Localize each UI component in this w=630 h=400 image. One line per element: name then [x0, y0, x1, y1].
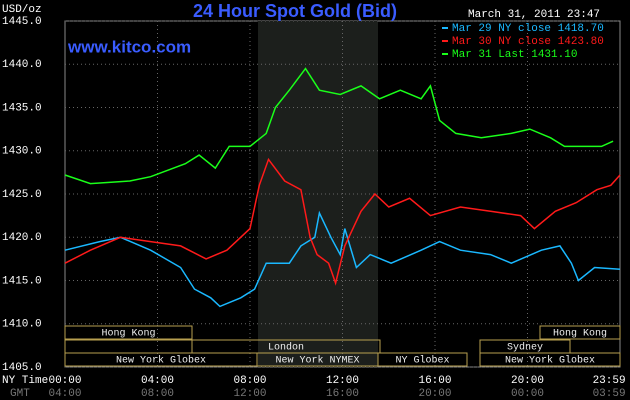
session-box [539, 325, 621, 340]
x-tick-label: 00:00 [48, 375, 81, 387]
y-tick-label: 1420.0 [2, 232, 42, 244]
x-tick-label: 08:00 [233, 375, 266, 387]
gmt-tick-label: 12:00 [233, 388, 266, 400]
x-tick-label: 23:59 [593, 375, 626, 387]
y-tick-label: 1440.0 [2, 59, 42, 71]
x-tick-label: 04:00 [141, 375, 174, 387]
session-label: Hong Kong [553, 329, 607, 340]
gmt-tick-label: 16:00 [326, 388, 359, 400]
session-label: New York Globex [116, 355, 206, 367]
y-tick-label: 1410.0 [2, 319, 42, 331]
session-box [479, 352, 621, 367]
session-box [377, 352, 468, 367]
session-label: New York NYMEX [275, 355, 359, 367]
y-tick-label: 1425.0 [2, 189, 42, 201]
gmt-tick-label: 00:00 [511, 388, 544, 400]
source: www.kitco.com [67, 37, 191, 56]
y-tick-label: 1415.0 [2, 275, 42, 287]
session-label: London [268, 342, 304, 354]
gmt-tick-label: 20:00 [418, 388, 451, 400]
x-axis-label: NY Time [2, 375, 48, 387]
x-tick-label: 12:00 [326, 375, 359, 387]
gmt-tick-label: 03:59 [593, 388, 626, 400]
y-tick-label: 1430.0 [2, 146, 42, 158]
series-line [64, 157, 621, 286]
x-tick-label: 16:00 [418, 375, 451, 387]
session-label: Sydney [507, 342, 543, 354]
timestamp: March 31, 2011 23:47 [468, 9, 600, 21]
y-tick-label: 1435.0 [2, 102, 42, 114]
session-label: New York Globex [505, 355, 595, 367]
series-line [64, 210, 621, 308]
legend-label: Mar 31 Last 1431.10 [452, 49, 577, 61]
y-tick-label: 1445.0 [2, 16, 42, 28]
legend-label: Mar 30 NY close 1423.80 [452, 36, 604, 48]
gmt-tick-label: 04:00 [48, 388, 81, 400]
session-label: Hong Kong [101, 329, 155, 340]
session-box [64, 325, 193, 340]
series-line [64, 67, 614, 185]
gmt-tick-label: 08:00 [141, 388, 174, 400]
y-tick-label: 1405.0 [2, 362, 42, 374]
x-tick-label: 20:00 [511, 375, 544, 387]
session-label: NY Globex [395, 355, 449, 367]
x2-axis-label: GMT [10, 388, 30, 400]
chart-title: 24 Hour Spot Gold (Bid) [193, 1, 397, 21]
y-axis-label: USD/oz [2, 4, 42, 16]
legend-label: Mar 29 NY close 1418.70 [452, 23, 604, 35]
